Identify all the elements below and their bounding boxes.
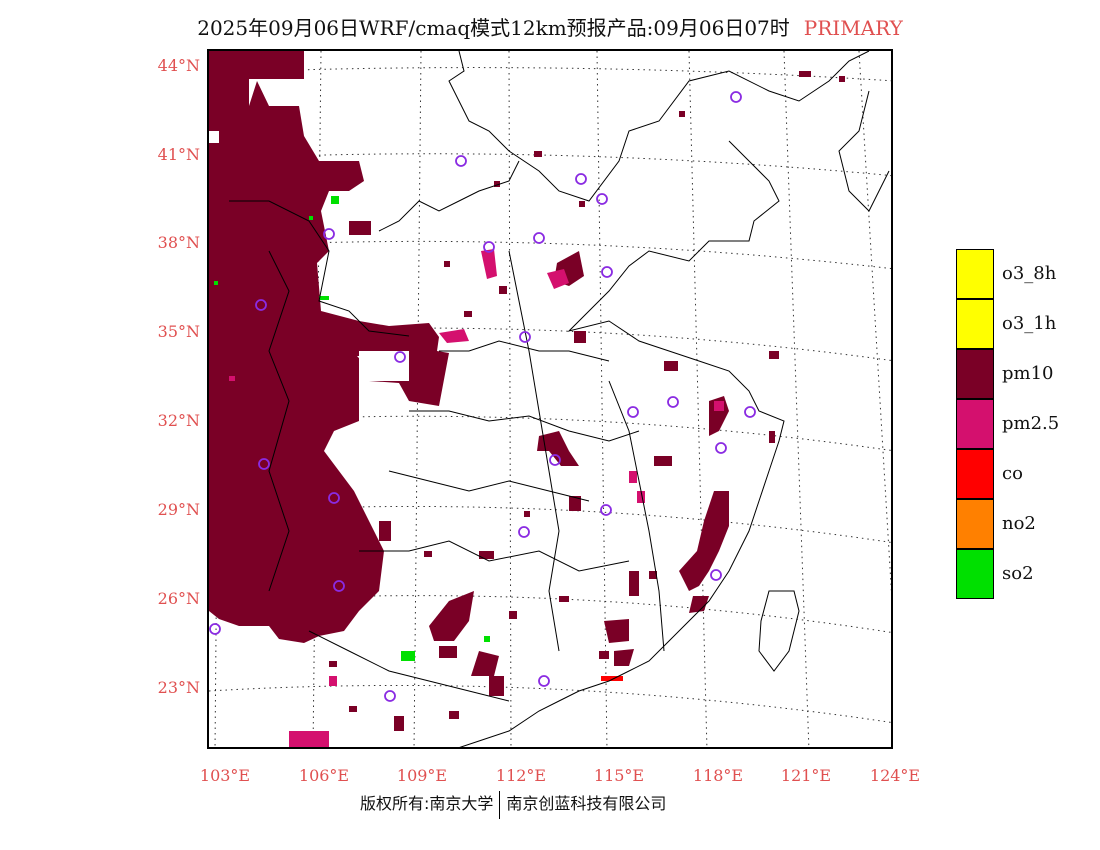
lon-line-118 [688, 51, 708, 747]
lon-label-118: 118°E [692, 766, 744, 785]
station-marker [538, 675, 550, 687]
legend-label-pm10: pm10 [1002, 363, 1054, 384]
lat-line-35 [209, 327, 891, 361]
copyright-footer: 版权所有:南京大学 南京创蓝科技有限公司 [360, 790, 666, 819]
lon-line-109 [413, 51, 422, 747]
lat-label-44: 44°N [157, 56, 200, 75]
lon-line-115 [596, 51, 608, 747]
footer-separator [499, 790, 501, 819]
station-marker [323, 228, 335, 240]
station-marker [483, 241, 495, 253]
lat-label-29: 29°N [157, 500, 200, 519]
map-panel[interactable] [207, 49, 893, 749]
province-border-6 [359, 540, 630, 572]
boundaries [229, 51, 890, 747]
korea-border [838, 90, 890, 212]
station-marker [333, 580, 345, 592]
station-marker [710, 569, 722, 581]
station-marker [258, 458, 270, 470]
legend-label-no2: no2 [1002, 513, 1036, 534]
lon-line-124 [858, 51, 891, 593]
province-border-7 [308, 630, 510, 702]
lat-label-41: 41°N [157, 145, 200, 164]
legend-label-pm25: pm2.5 [1002, 413, 1060, 434]
map-canvas [209, 51, 891, 747]
station-marker [394, 351, 406, 363]
lon-label-121: 121°E [780, 766, 832, 785]
lon-label-115: 115°E [593, 766, 645, 785]
station-marker [384, 690, 396, 702]
station-marker [596, 193, 608, 205]
lat-line-41 [209, 153, 891, 177]
copyright-left: 版权所有:南京大学 [360, 794, 494, 813]
province-border-10 [268, 250, 290, 592]
legend-swatch-co [956, 449, 994, 499]
co-patch [601, 676, 623, 681]
lat-label-35: 35°N [157, 322, 200, 341]
pm25-patches [229, 249, 724, 747]
lat-line-32 [209, 415, 891, 451]
lon-line-121 [783, 51, 810, 747]
station-marker [328, 492, 340, 504]
legend-swatch-o3-1h [956, 299, 994, 349]
station-marker [601, 266, 613, 278]
station-marker [518, 526, 530, 538]
province-border-4 [409, 410, 640, 442]
lon-label-106: 106°E [298, 766, 350, 785]
so2-patches [214, 196, 490, 661]
station-marker [533, 232, 545, 244]
title-text: 2025年09月06日WRF/cmaq模式12km预报产品:09月06日07时 [197, 16, 790, 40]
lat-line-23 [209, 684, 891, 723]
pm10-patches-east [329, 71, 845, 731]
pm10-region-west [209, 51, 449, 643]
station-marker [667, 396, 679, 408]
lon-label-103: 103°E [199, 766, 251, 785]
station-marker [209, 623, 221, 635]
coastline [459, 140, 785, 747]
taiwan-outline [758, 590, 800, 672]
lon-label-109: 109°E [396, 766, 448, 785]
legend-swatch-no2 [956, 499, 994, 549]
legend-swatch-so2 [956, 549, 994, 599]
lat-line-44 [209, 67, 891, 82]
station-markers [209, 91, 756, 702]
legend-label-so2: so2 [1002, 563, 1034, 584]
station-marker [519, 331, 531, 343]
title-primary-tag: PRIMARY [803, 16, 903, 40]
province-border-2 [378, 160, 520, 232]
station-marker [730, 91, 742, 103]
station-marker [600, 504, 612, 516]
northern-border [448, 51, 870, 202]
legend-swatch-pm10 [956, 349, 994, 399]
province-border-3 [439, 340, 610, 362]
map-title: 2025年09月06日WRF/cmaq模式12km预报产品:09月06日07时 P… [0, 12, 1100, 41]
legend-label-o3-1h: o3_1h [1002, 313, 1057, 334]
province-border-8 [508, 250, 560, 652]
lon-label-112: 112°E [495, 766, 547, 785]
lon-line-112 [508, 51, 512, 747]
legend-label-o3-8h: o3_8h [1002, 263, 1057, 284]
province-border-1 [229, 200, 410, 337]
legend-swatch-o3-8h [956, 249, 994, 299]
province-border-5 [388, 470, 590, 502]
province-border-9 [608, 380, 665, 652]
station-marker [627, 406, 639, 418]
lat-label-23: 23°N [157, 678, 200, 697]
station-marker [744, 406, 756, 418]
copyright-right: 南京创蓝科技有限公司 [506, 794, 667, 813]
lat-line-29 [209, 505, 891, 543]
station-marker [715, 442, 727, 454]
legend-swatch-pm25 [956, 399, 994, 449]
station-marker [255, 299, 267, 311]
lon-label-124: 124°E [869, 766, 921, 785]
station-marker [549, 454, 561, 466]
legend-label-co: co [1002, 463, 1023, 484]
lat-line-38 [209, 240, 891, 270]
lat-label-38: 38°N [157, 233, 200, 252]
lat-label-32: 32°N [157, 411, 200, 430]
lat-label-26: 26°N [157, 589, 200, 608]
station-marker [455, 155, 467, 167]
station-marker [575, 173, 587, 185]
